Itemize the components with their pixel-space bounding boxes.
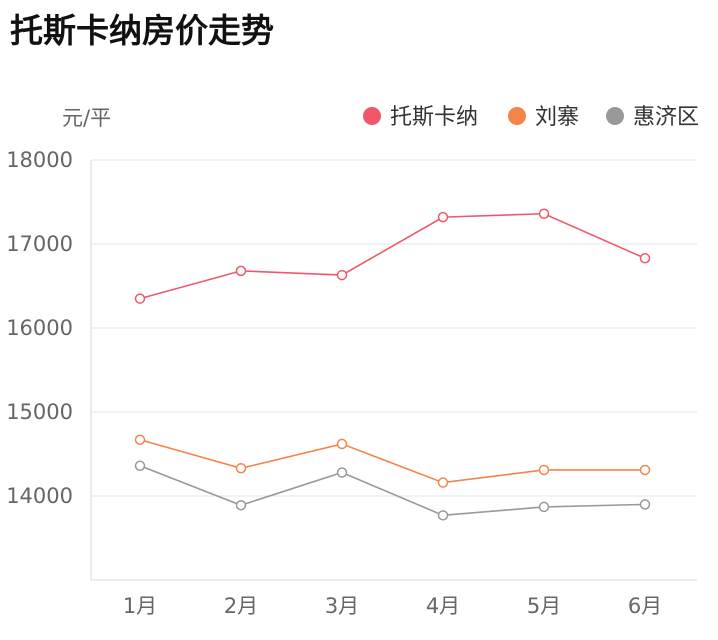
data-point [235,499,247,511]
data-point [437,477,449,488]
legend-label: 托斯卡纳 [390,105,478,130]
x-axis: 1月 2月 3月 4月 5月 6月 [91,579,697,618]
series-托斯卡纳 [134,208,651,304]
y-tick-label: 17000 [6,232,73,256]
legend-item: 刘寨 [508,105,579,130]
y-tick-label: 18000 [6,148,73,172]
legend-marker [508,107,526,125]
y-tick-label: 16000 [6,316,73,340]
data-point [538,501,550,513]
x-tick-label: 3月 [325,594,359,618]
data-point [538,464,550,476]
data-point [437,211,449,223]
x-tick-label: 2月 [224,594,258,618]
legend-item: 惠济区 [606,105,699,130]
x-tick-label: 5月 [527,594,561,618]
data-point [134,460,146,472]
legend-marker [606,107,624,125]
legend-label: 刘寨 [535,105,579,130]
series-group [134,208,651,521]
data-point [639,464,651,476]
x-tick-label: 4月 [426,594,460,618]
data-point [134,434,146,445]
data-point [235,463,247,474]
data-point [639,253,651,264]
x-tick-label: 6月 [628,594,662,618]
data-point [134,293,146,304]
y-axis: 14000 15000 16000 17000 18000 [6,148,92,580]
series-line [139,465,646,517]
x-tick-label: 1月 [123,594,157,618]
data-point [336,438,348,450]
data-point [336,467,348,478]
legend: 托斯卡纳 刘寨 惠济区 [363,105,699,130]
y-tick-label: 15000 [6,400,73,424]
data-point [538,208,550,220]
series-line [139,212,646,300]
series-line [139,438,645,484]
grid [91,159,697,497]
data-point [336,269,348,281]
legend-marker [363,107,381,125]
legend-item: 托斯卡纳 [363,105,478,130]
data-point [235,265,247,277]
legend-label: 惠济区 [633,105,699,130]
data-point [639,499,651,510]
y-axis-label: 元/平 [62,106,111,130]
series-刘寨 [134,434,651,488]
chart-title: 托斯卡纳房价走势 [10,11,274,50]
y-tick-label: 14000 [6,484,73,508]
series-惠济区 [134,460,651,521]
data-point [437,510,449,521]
